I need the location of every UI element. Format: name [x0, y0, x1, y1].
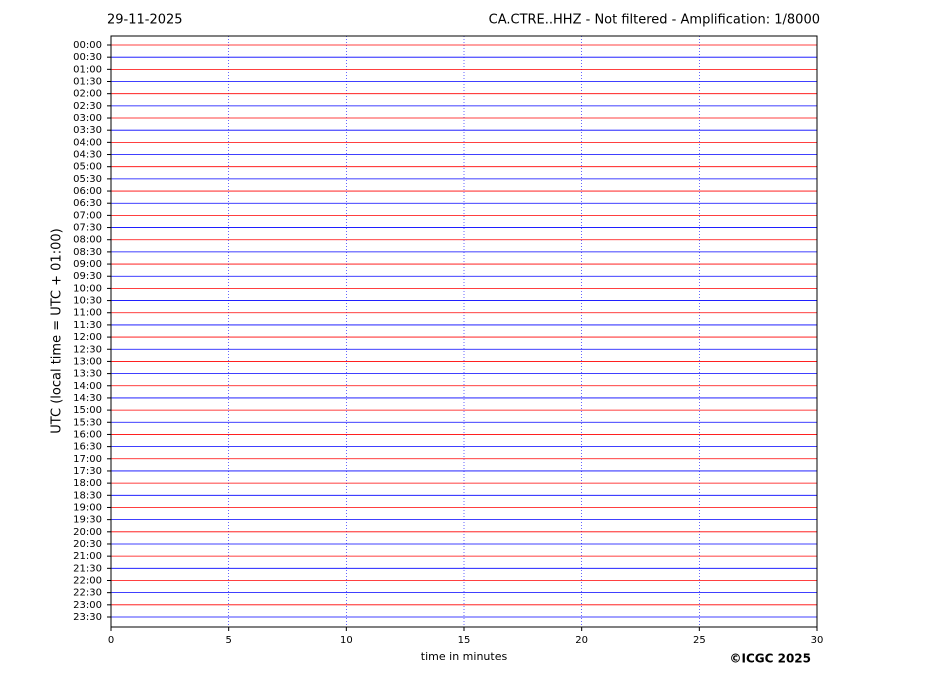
y-tick-label: 01:30 [73, 77, 102, 88]
y-tick-label: 19:30 [73, 515, 102, 526]
y-tick-label: 04:30 [73, 150, 102, 161]
y-tick-label: 05:30 [73, 174, 102, 185]
x-tick-label: 0 [108, 635, 114, 646]
x-tick-label: 30 [811, 635, 824, 646]
y-tick-label: 02:00 [73, 89, 102, 100]
y-tick-label: 07:30 [73, 223, 102, 234]
y-tick-label: 06:30 [73, 198, 102, 209]
y-tick-label: 07:00 [73, 210, 102, 221]
y-tick-label: 21:30 [73, 563, 102, 574]
y-tick-label: 08:00 [73, 235, 102, 246]
x-tick-label: 5 [225, 635, 231, 646]
y-tick-label: 20:00 [73, 527, 102, 538]
y-tick-label: 23:30 [73, 612, 102, 623]
y-tick-label: 03:00 [73, 113, 102, 124]
copyright: ©ICGC 2025 [729, 652, 811, 666]
y-tick-label: 09:30 [73, 271, 102, 282]
x-tick-label: 10 [340, 635, 353, 646]
y-tick-label: 12:00 [73, 332, 102, 343]
y-tick-label: 04:00 [73, 137, 102, 148]
y-tick-label: 19:00 [73, 502, 102, 513]
x-axis-label: time in minutes [421, 650, 508, 663]
y-tick-label: 08:30 [73, 247, 102, 258]
y-tick-label: 01:00 [73, 64, 102, 75]
y-tick-label: 18:30 [73, 490, 102, 501]
y-tick-label: 18:00 [73, 478, 102, 489]
y-tick-label: 09:00 [73, 259, 102, 270]
x-tick-label: 20 [575, 635, 588, 646]
y-tick-label: 21:00 [73, 551, 102, 562]
y-tick-label: 23:00 [73, 600, 102, 611]
y-tick-label: 05:00 [73, 162, 102, 173]
y-tick-label: 06:00 [73, 186, 102, 197]
y-tick-label: 15:00 [73, 405, 102, 416]
y-tick-label: 00:00 [73, 40, 102, 51]
y-tick-label: 22:30 [73, 588, 102, 599]
y-tick-label: 00:30 [73, 52, 102, 63]
y-tick-label: 11:30 [73, 320, 102, 331]
y-tick-label: 16:30 [73, 442, 102, 453]
y-tick-label: 20:30 [73, 539, 102, 550]
y-tick-label: 11:00 [73, 308, 102, 319]
y-tick-label: 22:00 [73, 575, 102, 586]
y-tick-label: 10:30 [73, 296, 102, 307]
y-tick-label: 03:30 [73, 125, 102, 136]
y-tick-label: 14:00 [73, 381, 102, 392]
y-tick-label: 10:00 [73, 283, 102, 294]
y-tick-label: 17:30 [73, 466, 102, 477]
y-tick-label: 17:00 [73, 454, 102, 465]
y-tick-label: 15:30 [73, 417, 102, 428]
y-axis-label: UTC (local time = UTC + 01:00) [50, 228, 65, 433]
y-tick-label: 12:30 [73, 344, 102, 355]
y-tick-label: 16:00 [73, 429, 102, 440]
y-tick-label: 02:30 [73, 101, 102, 112]
x-tick-label: 25 [693, 635, 706, 646]
frame [110, 35, 818, 628]
chart-title: CA.CTRE..HHZ - Not filtered - Amplificat… [489, 13, 820, 28]
y-tick-label: 14:30 [73, 393, 102, 404]
date: 29-11-2025 [107, 13, 183, 28]
y-tick-label: 13:30 [73, 369, 102, 380]
y-tick-label: 13:00 [73, 356, 102, 367]
x-tick-label: 15 [458, 635, 471, 646]
